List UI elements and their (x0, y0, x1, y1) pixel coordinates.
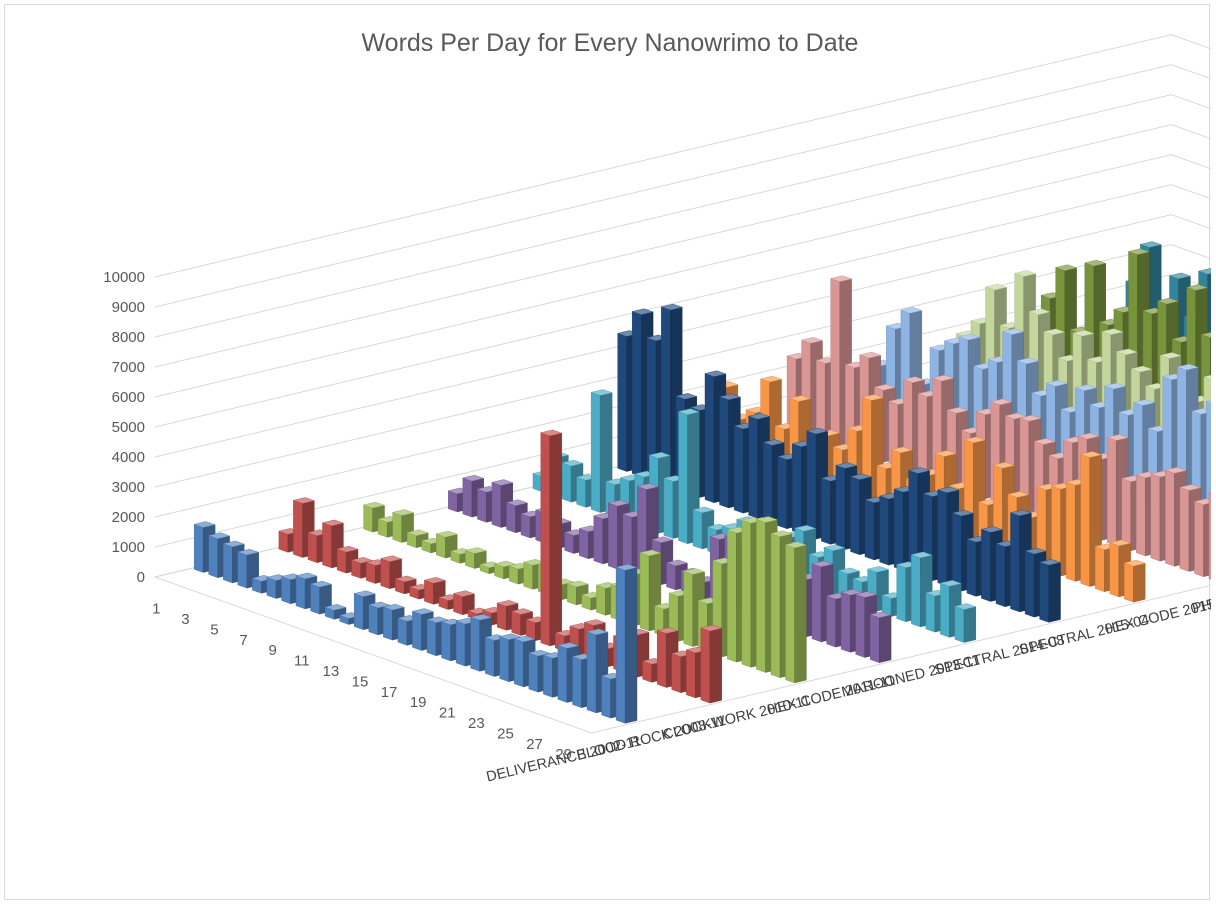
x-tick-label: 7 (239, 632, 247, 649)
bar (540, 429, 563, 647)
z-tick-label: 0 (137, 569, 145, 586)
bars (193, 241, 1211, 724)
z-tick-label: 6000 (112, 389, 145, 406)
chart-title: Words Per Day for Every Nanowrimo to Dat… (362, 29, 859, 57)
x-tick-label: 15 (352, 673, 369, 690)
x-tick-label: 21 (439, 705, 456, 722)
bar (954, 603, 977, 643)
bar (464, 547, 488, 569)
z-tick-label: 4000 (112, 449, 145, 466)
series-axis-label: PHANTOM 2016-07 (1191, 572, 1211, 618)
z-tick-label: 10000 (103, 269, 145, 286)
bar (1193, 498, 1211, 577)
bar (784, 541, 808, 684)
x-tick-label: 25 (497, 725, 514, 742)
z-tick-label: 9000 (112, 299, 145, 316)
bar (639, 549, 662, 632)
bar (700, 624, 723, 704)
bar (435, 530, 458, 559)
x-tick-label: 17 (381, 684, 398, 701)
x-tick-label: 23 (468, 715, 485, 732)
bar (505, 499, 529, 533)
x-tick-label: 11 (294, 653, 310, 670)
x-tick-label: 3 (181, 611, 189, 628)
z-tick-label: 7000 (112, 359, 145, 376)
z-tick-label: 8000 (112, 329, 145, 346)
bar (1208, 491, 1211, 580)
x-tick-label: 19 (410, 694, 427, 711)
chart-plot: Words Per Day for Every Nanowrimo to Dat… (103, 29, 1211, 786)
x-tick-label: 27 (526, 736, 543, 753)
bar (1123, 559, 1146, 603)
x-tick-label: 9 (269, 642, 277, 659)
bar (869, 611, 892, 663)
x-tick-label: 1 (152, 601, 160, 618)
bar (379, 555, 403, 589)
z-tick-label: 2000 (112, 509, 145, 526)
x-tick-label: 29 (555, 746, 572, 763)
z-tick-label: 3000 (112, 479, 145, 496)
bar (1038, 559, 1062, 623)
x-tick-label: 13 (323, 663, 340, 680)
z-tick-label: 5000 (112, 419, 145, 436)
x-tick-label: 5 (210, 621, 218, 638)
z-tick-label: 1000 (112, 539, 145, 556)
bar (452, 590, 476, 615)
chart-area: Words Per Day for Every Nanowrimo to Dat… (4, 4, 1211, 900)
bar (615, 564, 638, 724)
